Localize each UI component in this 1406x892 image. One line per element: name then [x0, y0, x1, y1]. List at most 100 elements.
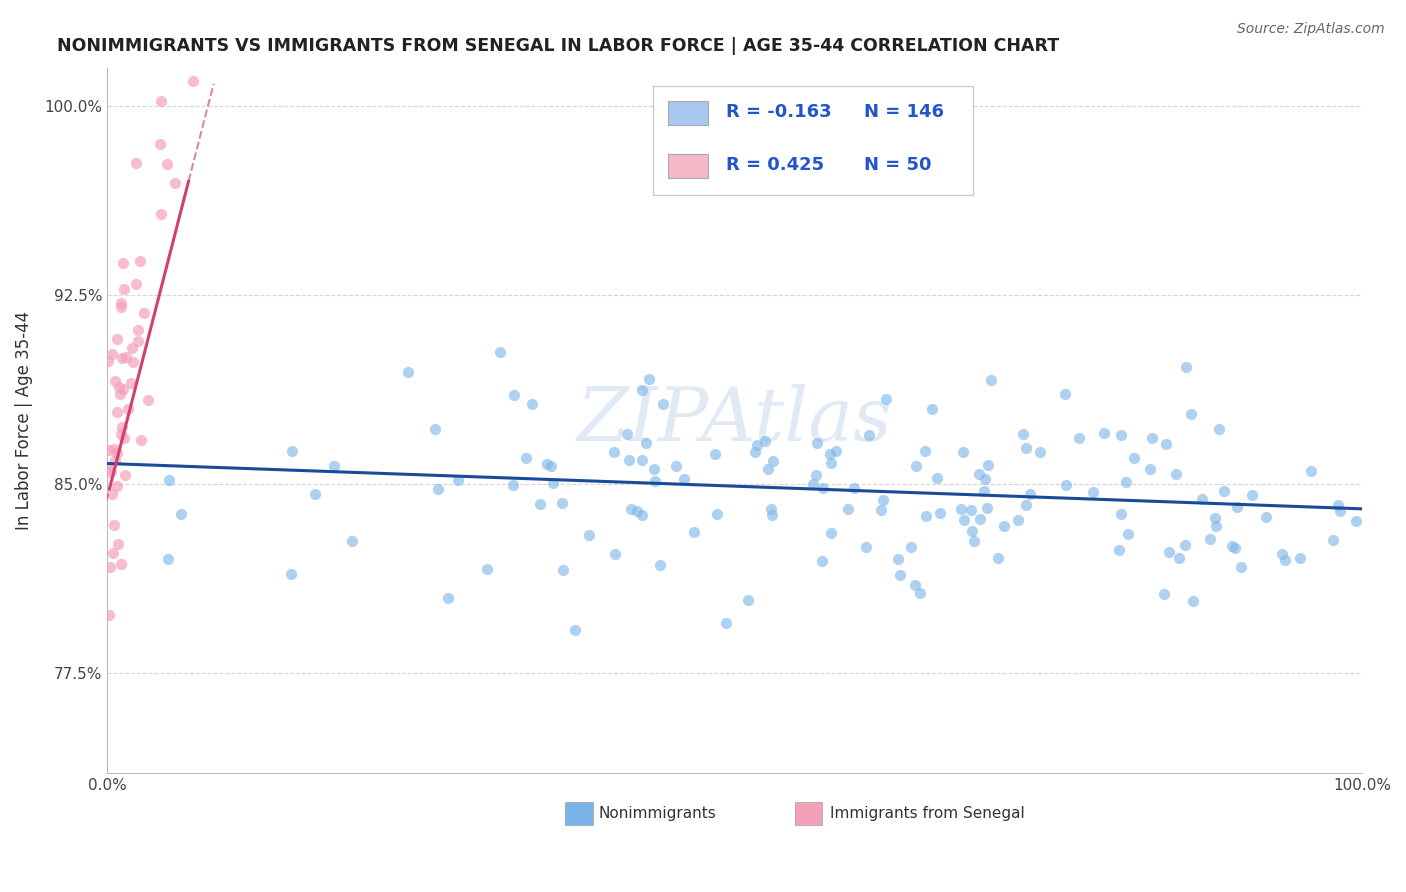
Point — [529, 497, 551, 511]
Point — [887, 552, 910, 566]
Point — [111, 351, 134, 366]
Point — [908, 586, 931, 600]
Point — [648, 558, 671, 573]
Point — [111, 419, 134, 434]
Point — [761, 508, 783, 522]
Point — [825, 444, 848, 458]
Point — [905, 458, 928, 473]
Y-axis label: In Labor Force | Age 35-44: In Labor Force | Age 35-44 — [15, 311, 32, 530]
Point — [115, 350, 138, 364]
Point — [127, 323, 149, 337]
Text: R = -0.163: R = -0.163 — [725, 103, 831, 121]
Point — [1213, 484, 1236, 499]
Point — [634, 435, 657, 450]
Point — [1174, 538, 1197, 552]
Point — [1109, 428, 1132, 442]
Point — [967, 467, 990, 481]
Point — [631, 384, 654, 398]
Point — [904, 578, 927, 592]
Point — [638, 372, 661, 386]
Point — [1180, 408, 1202, 422]
Point — [914, 444, 936, 458]
Point — [949, 502, 972, 516]
Text: N = 50: N = 50 — [863, 156, 931, 174]
Point — [969, 511, 991, 525]
Point — [157, 552, 180, 566]
Point — [762, 454, 785, 468]
Point — [104, 374, 127, 388]
Point — [603, 547, 626, 561]
Point — [872, 493, 894, 508]
Point — [98, 560, 121, 574]
Point — [111, 382, 134, 396]
Point — [804, 467, 827, 482]
Point — [889, 568, 911, 582]
Point — [630, 453, 652, 467]
Point — [304, 486, 326, 500]
Point — [104, 453, 127, 467]
Point — [117, 401, 139, 416]
Point — [1069, 431, 1091, 445]
Point — [1271, 547, 1294, 561]
Point — [114, 431, 136, 445]
Point — [1182, 594, 1205, 608]
Point — [132, 306, 155, 320]
Point — [97, 442, 120, 457]
Point — [813, 481, 835, 495]
Point — [1230, 560, 1253, 574]
Point — [1344, 514, 1367, 528]
Point — [1327, 498, 1350, 512]
Point — [652, 397, 675, 411]
Point — [97, 608, 120, 623]
Point — [974, 472, 997, 486]
Point — [1029, 444, 1052, 458]
Point — [427, 482, 450, 496]
Point — [1116, 526, 1139, 541]
Point — [170, 507, 193, 521]
Point — [502, 388, 524, 402]
Point — [105, 478, 128, 492]
Point — [952, 445, 974, 459]
Point — [1175, 359, 1198, 374]
FancyBboxPatch shape — [652, 86, 973, 195]
Point — [540, 458, 562, 473]
Point — [1164, 467, 1187, 482]
Point — [616, 427, 638, 442]
Point — [858, 428, 880, 442]
Point — [1322, 533, 1344, 547]
Point — [1015, 442, 1038, 456]
Point — [136, 392, 159, 407]
Point — [1108, 543, 1130, 558]
Point — [1299, 464, 1322, 478]
Point — [100, 465, 122, 479]
Point — [1139, 462, 1161, 476]
Point — [929, 506, 952, 520]
Text: NONIMMIGRANTS VS IMMIGRANTS FROM SENEGAL IN LABOR FORCE | AGE 35-44 CORRELATION : NONIMMIGRANTS VS IMMIGRANTS FROM SENEGAL… — [56, 37, 1059, 55]
Point — [801, 477, 824, 491]
Point — [129, 434, 152, 448]
Point — [342, 534, 364, 549]
Point — [1092, 425, 1115, 440]
Point — [703, 447, 725, 461]
Point — [121, 341, 143, 355]
Point — [603, 445, 626, 459]
Point — [1011, 427, 1033, 442]
Point — [1167, 551, 1189, 566]
Point — [747, 438, 769, 452]
Point — [759, 501, 782, 516]
Bar — [565, 802, 593, 825]
Point — [543, 475, 565, 490]
Point — [1254, 509, 1277, 524]
Point — [101, 486, 124, 500]
Point — [101, 346, 124, 360]
Point — [280, 566, 302, 581]
Point — [837, 501, 859, 516]
Point — [110, 301, 132, 315]
Point — [630, 508, 652, 522]
Point — [578, 528, 600, 542]
Point — [1204, 511, 1226, 525]
Point — [103, 442, 125, 456]
Point — [737, 592, 759, 607]
Bar — [668, 154, 709, 178]
Point — [120, 376, 142, 390]
